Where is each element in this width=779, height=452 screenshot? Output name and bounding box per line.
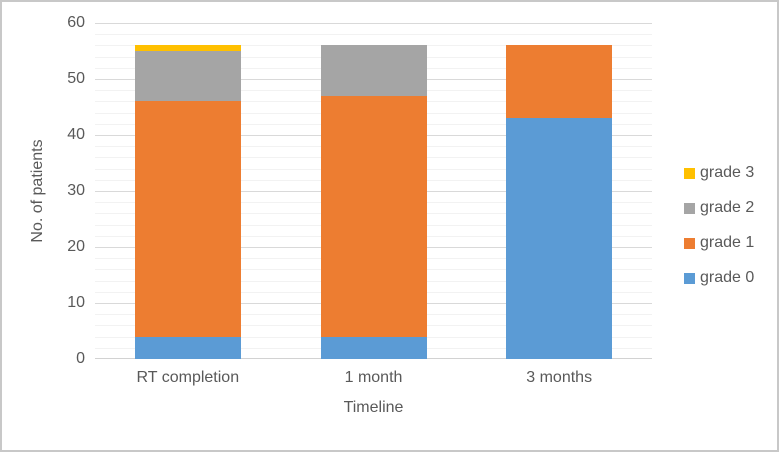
bar-segment-grade-1-1 (134, 101, 241, 337)
legend-swatch-grade-0 (684, 272, 695, 284)
gridline-major (95, 23, 652, 24)
y-tick-label-0: 0 (76, 350, 85, 367)
y-tick-label-40: 40 (67, 126, 85, 143)
bar-segment-grade-0-3 (506, 118, 613, 359)
y-tick-label-60: 60 (67, 14, 85, 31)
legend-swatch-grade-1 (684, 237, 695, 249)
x-axis-title: Timeline (343, 399, 404, 416)
bar-segment-grade-2-1 (134, 51, 241, 102)
legend-label: grade 1 (700, 234, 755, 251)
category-label-1: RT completion (136, 369, 240, 386)
gridline-minor (95, 34, 652, 36)
legend-label: grade 0 (700, 269, 755, 286)
y-tick-label-30: 30 (67, 182, 85, 199)
bar-segment-grade-0-2 (320, 336, 427, 359)
y-tick-label-10: 10 (67, 294, 85, 311)
y-tick-label-20: 20 (67, 238, 85, 255)
y-tick-label-50: 50 (67, 70, 85, 87)
legend-item-grade-2: grade 2 (684, 200, 754, 216)
plot-area (95, 23, 652, 359)
legend-swatch-grade-2 (684, 202, 695, 214)
bar-segment-grade-0-1 (134, 336, 241, 359)
legend: grade 3 grade 2 grade 1 grade 0 (684, 165, 754, 305)
legend-item-grade-0: grade 0 (684, 270, 754, 286)
bar-segment-grade-1-3 (506, 45, 613, 119)
bar-segment-grade-3-1 (134, 45, 241, 51)
legend-label: grade 2 (700, 199, 755, 216)
category-label-3: 3 months (526, 369, 593, 386)
legend-label: grade 3 (700, 164, 755, 181)
bar-segment-grade-1-2 (320, 95, 427, 337)
bar-segment-grade-2-2 (320, 45, 427, 96)
legend-item-grade-3: grade 3 (684, 165, 754, 181)
legend-swatch-grade-3 (684, 167, 695, 179)
y-axis-title: No. of patients (29, 139, 46, 243)
legend-item-grade-1: grade 1 (684, 235, 754, 251)
category-label-2: 1 month (344, 369, 403, 386)
